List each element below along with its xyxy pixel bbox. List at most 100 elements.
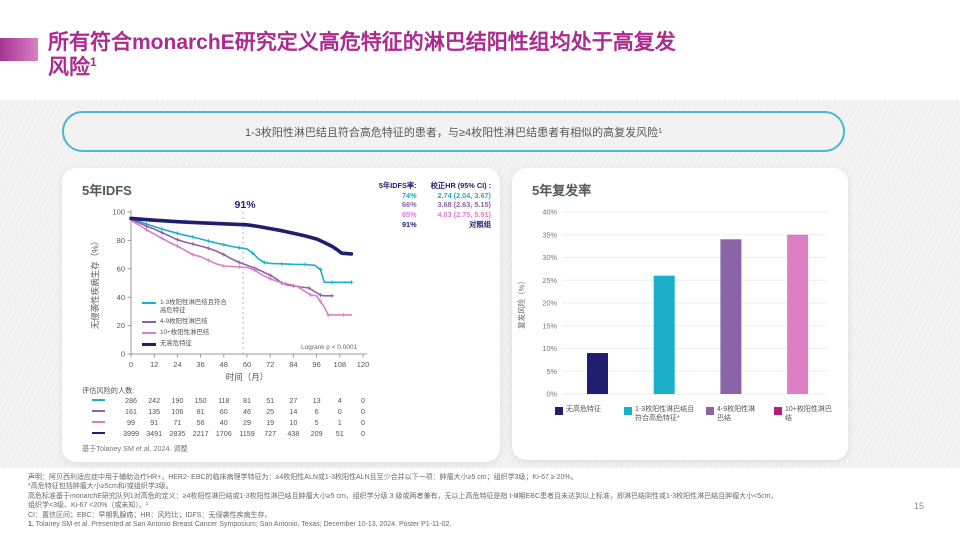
at-risk-count: 106 — [171, 407, 184, 416]
at-risk-swatch — [92, 399, 105, 402]
at-risk-row: 99 91 71 56 40 29 19 10 5 1 0 — [62, 418, 500, 428]
km-stat-hr: 2.74 (2.04, 3.67) — [437, 190, 491, 200]
footnote-line: CI：置信区间；EBC：早期乳腺癌；HR：风险比；IDFS：无侵袭性疾病生存。 — [28, 511, 272, 519]
page-title: 所有符合monarchE研究定义高危特征的淋巴结阳性组均处于高复发 风险1 — [48, 30, 838, 80]
at-risk-count: 10 — [289, 418, 298, 427]
at-risk-count: 13 — [312, 396, 321, 405]
at-risk-swatch — [92, 432, 105, 435]
at-risk-count: 727 — [264, 429, 277, 438]
km-stat-hr: 3.68 (2.63, 5.15) — [437, 200, 491, 210]
svg-text:80: 80 — [117, 236, 125, 245]
highlight-banner: 1-3枚阳性淋巴结且符合高危特征的患者，与≥4枚阳性淋巴结患者有相似的高复发风险… — [62, 111, 845, 152]
km-legend-item: 1-3枚阳性淋巴结且符合 高危特征 — [142, 299, 227, 315]
at-risk-count: 71 — [173, 418, 182, 427]
legend-label: 无高危特征 — [566, 406, 601, 413]
svg-text:24: 24 — [173, 360, 181, 369]
legend-square-swatch — [555, 407, 563, 415]
svg-text:40: 40 — [117, 293, 125, 302]
km-stat-hr: 对照组 — [469, 219, 491, 229]
km-stats-block: 5年IDFS率: 校正HR (95% CI) : 74% 2.74 (2.04, 3.… — [379, 181, 491, 230]
bar-legend-item: 4-9枚阳性淋巴结 — [706, 406, 761, 424]
svg-text:Logrank p < 0.0001: Logrank p < 0.0001 — [301, 344, 358, 351]
at-risk-count: 3999 — [123, 429, 139, 438]
at-risk-count: 60 — [219, 407, 228, 416]
at-risk-count: 190 — [171, 396, 184, 405]
svg-text:12: 12 — [150, 360, 158, 369]
footnote-line: 组织学<3级、Ki-67 <20%（或未知）。¹ — [28, 502, 149, 510]
km-stat-rate: 66% — [401, 200, 417, 210]
at-risk-count: 29 — [243, 418, 251, 427]
bar-legend-item: 1-3枚阳性淋巴结且符合高危特征* — [624, 406, 701, 424]
legend-label: 无高危特征 — [160, 340, 192, 347]
legend-line-swatch — [142, 343, 156, 346]
at-risk-count: 0 — [361, 407, 365, 416]
at-risk-count: 118 — [218, 396, 230, 405]
footnote-line: 高危标准基于monarchE研究队列1对高危的定义：≥4枚阳性淋巴结或1-3枚阳… — [28, 492, 778, 500]
at-risk-count: 91 — [150, 418, 159, 427]
at-risk-count: 27 — [289, 396, 298, 405]
svg-text:30%: 30% — [542, 253, 557, 262]
legend-label: 1-3枚阳性淋巴结且符合高危特征* — [635, 406, 695, 422]
at-risk-count: 81 — [243, 396, 251, 405]
svg-text:时间（月）: 时间（月） — [226, 372, 269, 382]
svg-text:15%: 15% — [542, 321, 557, 330]
at-risk-count: 0 — [361, 418, 365, 427]
km-stat-hr: 4.03 (2.75, 5.91) — [437, 210, 491, 220]
bar-chart-title: 5年复发率 — [532, 183, 592, 198]
at-risk-count: 25 — [266, 407, 275, 416]
bar-legend: 无高危特征 1-3枚阳性淋巴结且符合高危特征* 4-9枚阳性淋巴结 10+枚阳性淋巴结 — [512, 406, 848, 448]
idfs-card: 0 12 24 36 48 60 72 84 96 108 120 0 20 40 60 80 100 时间（月）… — [62, 168, 500, 462]
recurrence-card: 0% 5% 10% 15% 20% 25% 30% 35% 40% 复发风险（%） 5年复发率 无… — [512, 168, 848, 460]
bar-legend-item: 10+枚阳性淋巴结 — [774, 406, 835, 424]
svg-text:35%: 35% — [542, 230, 557, 239]
legend-label: 4-9枚阳性淋巴结 — [717, 406, 756, 422]
svg-text:40%: 40% — [542, 208, 557, 217]
legend-label: 1-3枚阳性淋巴结且符合 高危特征 — [160, 299, 227, 314]
at-risk-row: 286 242 190 150 118 81 51 27 13 4 0 — [62, 396, 500, 406]
page-number: 15 — [913, 501, 924, 511]
svg-text:20: 20 — [117, 321, 125, 330]
at-risk-count: 6 — [314, 407, 319, 416]
bar-legend-item: 无高危特征 — [555, 406, 618, 415]
svg-text:100: 100 — [112, 208, 125, 217]
at-risk-count: 161 — [125, 407, 137, 416]
legend-line-swatch — [142, 321, 156, 324]
page-title-superscript: 1 — [90, 55, 97, 70]
svg-text:96: 96 — [312, 360, 320, 369]
svg-text:10%: 10% — [542, 344, 557, 353]
at-risk-count: 438 — [287, 429, 300, 438]
at-risk-swatch — [92, 421, 105, 424]
km-stats-rate-header: 5年IDFS率: — [378, 181, 417, 190]
legend-square-swatch — [706, 407, 714, 415]
at-risk-count: 0 — [337, 407, 342, 416]
legend-label: 10+枚阳性淋巴结 — [785, 406, 832, 422]
at-risk-count: 242 — [148, 396, 161, 405]
legend-line-swatch — [142, 302, 156, 305]
km-at-risk-table: 评估风险的人数: 286 242 190 150 118 81 51 27 13 4 0 161 135… — [62, 384, 500, 446]
svg-text:0%: 0% — [546, 390, 557, 399]
at-risk-count: 4 — [337, 396, 342, 405]
svg-text:0: 0 — [129, 360, 133, 369]
svg-text:60: 60 — [117, 264, 125, 273]
at-risk-label: 评估风险的人数: — [82, 386, 135, 395]
svg-text:无侵袭性疾病生存（%）: 无侵袭性疾病生存（%） — [90, 237, 100, 330]
svg-text:91%: 91% — [235, 199, 257, 211]
title-accent-bar — [0, 38, 38, 61]
at-risk-count: 1159 — [239, 429, 255, 438]
at-risk-row: 3999 3491 2835 2217 1706 1159 727 438 209 51 0 — [62, 429, 500, 439]
at-risk-count: 2835 — [169, 429, 186, 438]
km-stat-rate: 91% — [401, 219, 417, 229]
svg-text:5%: 5% — [546, 367, 557, 376]
svg-text:20%: 20% — [542, 299, 557, 308]
km-legend-item: 无高危特征 — [142, 340, 227, 348]
highlight-banner-text: 1-3枚阳性淋巴结且符合高危特征的患者，与≥4枚阳性淋巴结患者有相似的高复发风险 — [245, 126, 659, 139]
at-risk-count: 0 — [361, 396, 365, 405]
svg-text:120: 120 — [357, 360, 370, 369]
svg-text:108: 108 — [334, 360, 347, 369]
km-stat-rate: 74% — [401, 190, 417, 200]
svg-text:36: 36 — [196, 360, 204, 369]
km-legend-item: 10+枚阳性淋巴结 — [142, 329, 227, 337]
km-legend-item: 4-9枚阳性淋巴结 — [142, 318, 227, 326]
at-risk-count: 2217 — [192, 429, 209, 438]
